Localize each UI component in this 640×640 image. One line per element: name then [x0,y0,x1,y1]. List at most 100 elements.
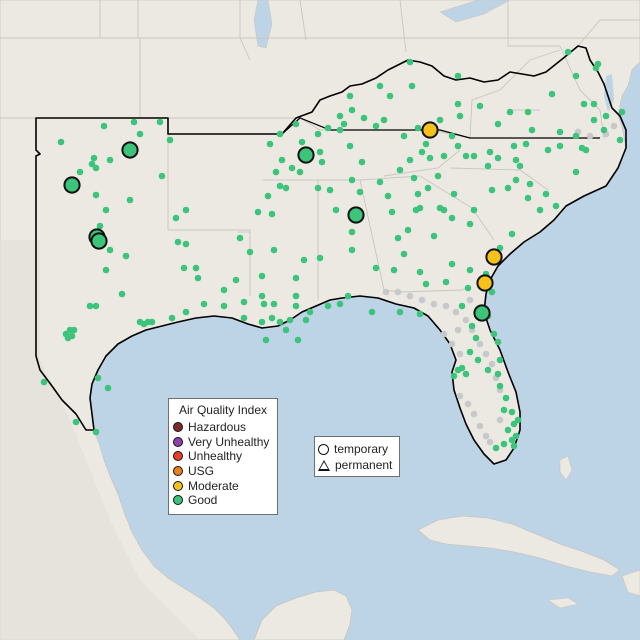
monitor-marker-no-data[interactable] [476,340,484,348]
monitor-marker-good[interactable] [76,168,84,176]
monitor-marker-good[interactable] [168,314,176,322]
monitor-marker-good[interactable] [400,132,408,140]
monitor-marker-good[interactable] [422,140,430,148]
monitor-marker-good[interactable] [232,276,240,284]
monitor-marker-good[interactable] [348,176,356,184]
monitor-marker-good[interactable] [522,140,530,148]
monitor-marker-good[interactable] [302,316,310,324]
monitor-marker-no-data[interactable] [418,296,426,304]
highlighted-monitor-good[interactable] [473,304,491,322]
monitor-marker-good[interactable] [106,156,114,164]
monitor-marker-good[interactable] [580,100,588,108]
monitor-marker-good[interactable] [130,118,138,126]
monitor-marker-good[interactable] [194,274,202,282]
monitor-marker-good[interactable] [276,130,284,138]
monitor-marker-good[interactable] [254,208,262,216]
monitor-marker-good[interactable] [512,176,520,184]
monitor-marker-good[interactable] [436,116,444,124]
monitor-marker-no-data[interactable] [496,416,504,424]
monitor-marker-good[interactable] [466,266,474,274]
monitor-marker-good[interactable] [426,154,434,162]
monitor-marker-good[interactable] [556,128,564,136]
monitor-marker-good[interactable] [140,320,148,328]
monitor-marker-good[interactable] [496,356,504,364]
monitor-marker-no-data[interactable] [394,288,402,296]
monitor-marker-good[interactable] [236,234,244,242]
monitor-marker-good[interactable] [462,152,470,160]
monitor-marker-good[interactable] [466,348,474,356]
monitor-marker-good[interactable] [270,246,278,254]
monitor-marker-good[interactable] [458,302,466,310]
monitor-marker-good[interactable] [458,364,466,372]
monitor-marker-good[interactable] [296,168,304,176]
monitor-marker-good[interactable] [92,302,100,310]
monitor-marker-good[interactable] [368,308,376,316]
monitor-marker-no-data[interactable] [442,302,450,310]
monitor-marker-good[interactable] [68,332,76,340]
monitor-marker-good[interactable] [276,318,284,326]
monitor-marker-good[interactable] [484,162,492,170]
monitor-marker-good[interactable] [326,186,334,194]
monitor-marker-good[interactable] [102,266,110,274]
monitor-marker-good[interactable] [122,252,130,260]
monitor-marker-good[interactable] [406,156,414,164]
monitor-marker-good[interactable] [258,318,266,326]
monitor-marker-good[interactable] [524,108,532,116]
monitor-marker-good[interactable] [466,220,474,228]
monitor-marker-good[interactable] [500,440,508,448]
monitor-marker-good[interactable] [450,372,458,380]
monitor-marker-good[interactable] [70,326,78,334]
monitor-marker-good[interactable] [396,166,404,174]
monitor-marker-good[interactable] [440,152,448,160]
monitor-marker-good[interactable] [602,112,610,120]
monitor-marker-good[interactable] [258,292,266,300]
monitor-marker-good[interactable] [90,154,98,162]
monitor-marker-good[interactable] [174,238,182,246]
monitor-marker-no-data[interactable] [482,432,490,440]
monitor-marker-good[interactable] [542,190,550,198]
monitor-marker-good[interactable] [472,334,480,342]
monitor-marker-good[interactable] [408,82,416,90]
monitor-marker-good[interactable] [582,146,590,154]
monitor-marker-good[interactable] [454,142,462,150]
monitor-marker-good[interactable] [462,370,470,378]
monitor-marker-good[interactable] [264,192,272,200]
monitor-marker-good[interactable] [356,188,364,196]
monitor-marker-good[interactable] [564,48,572,56]
monitor-marker-good[interactable] [246,248,254,256]
monitor-marker-good[interactable] [72,418,80,426]
monitor-marker-good[interactable] [510,142,518,150]
monitor-marker-good[interactable] [266,140,274,148]
monitor-marker-good[interactable] [616,136,624,144]
monitor-marker-good[interactable] [182,308,190,316]
monitor-marker-good[interactable] [376,82,384,90]
monitor-marker-good[interactable] [324,124,332,132]
monitor-marker-good[interactable] [508,230,516,238]
monitor-marker-good[interactable] [318,158,326,166]
monitor-marker-good[interactable] [494,120,502,128]
monitor-marker-good[interactable] [360,114,368,122]
monitor-marker-good[interactable] [524,194,532,202]
monitor-marker-good[interactable] [484,366,492,374]
monitor-marker-good[interactable] [504,184,512,192]
monitor-marker-good[interactable] [86,302,94,310]
monitor-marker-good[interactable] [344,292,352,300]
monitor-marker-good[interactable] [240,314,248,322]
monitor-marker-good[interactable] [104,384,112,392]
monitor-marker-good[interactable] [376,178,384,186]
monitor-marker-good[interactable] [544,146,552,154]
monitor-marker-good[interactable] [288,164,296,172]
monitor-marker-good[interactable] [270,300,278,308]
monitor-marker-good[interactable] [136,130,144,138]
monitor-marker-good[interactable] [448,260,456,268]
highlighted-monitor-good[interactable] [63,176,81,194]
monitor-marker-good[interactable] [494,338,502,346]
monitor-marker-good[interactable] [106,246,114,254]
monitor-marker-good[interactable] [418,148,426,156]
monitor-marker-good[interactable] [394,234,402,242]
monitor-marker-good[interactable] [510,420,518,428]
monitor-marker-good[interactable] [272,168,280,176]
monitor-marker-good[interactable] [600,126,608,134]
monitor-marker-no-data[interactable] [466,296,474,304]
